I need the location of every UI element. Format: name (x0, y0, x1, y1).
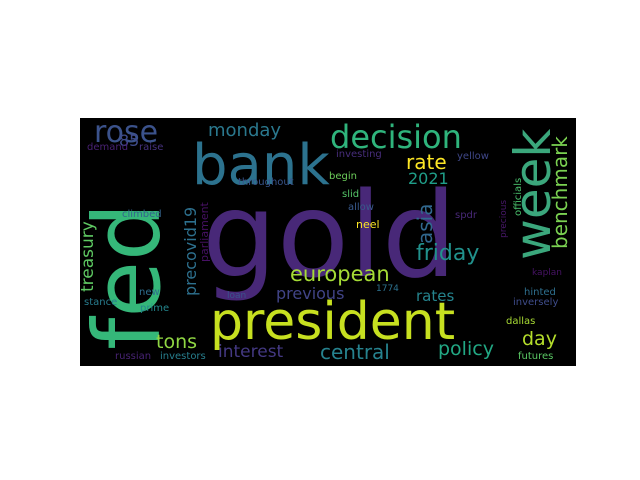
word-prime: prime (140, 303, 170, 314)
word-begin: begin (329, 171, 357, 182)
word-allow: allow (348, 202, 374, 213)
word-loan: loan (227, 291, 247, 301)
word-investing: investing (336, 149, 382, 160)
word-dallas: dallas (506, 316, 536, 327)
word-bank: bank (192, 133, 330, 198)
word-yellow: yellow (457, 151, 489, 162)
word-2021: 2021 (408, 169, 449, 188)
word-gold: gold (202, 166, 457, 304)
word-raise: raise (139, 142, 164, 153)
word-benchmark: benchmark (548, 136, 572, 249)
word-rate: rate (406, 150, 447, 174)
word-throughout: throughout (238, 177, 294, 188)
word-cloud: fed gold president bank week decision rose benc… (80, 118, 576, 366)
word-european: european (290, 262, 390, 286)
word-investors: investors (160, 351, 206, 362)
word-day: day (522, 328, 557, 350)
word-parliament: parliament (198, 202, 211, 262)
word-demand: demand (87, 142, 129, 153)
word-climbed: climbed (122, 209, 162, 220)
word-friday: friday (416, 241, 480, 266)
word-futures: futures (518, 351, 554, 362)
word-interest: interest (218, 342, 284, 362)
word-tons: tons (156, 331, 198, 353)
word-central: central (320, 340, 390, 364)
word-officials: officials (513, 177, 524, 216)
word-1774: 1774 (376, 284, 399, 294)
word-inversely: inversely (513, 297, 559, 308)
word-rose: rose (94, 118, 159, 150)
word-hinted: hinted (524, 287, 556, 298)
word-asia: asia (413, 203, 437, 245)
word-policy: policy (438, 338, 494, 360)
word-decision: decision (330, 118, 462, 156)
word-new: new (139, 287, 160, 298)
word-treasury: treasury (80, 221, 98, 292)
word-85: 85 (119, 131, 140, 150)
word-kaplan: kaplan (532, 268, 563, 278)
word-precovid19: precovid19 (181, 206, 200, 296)
word-precious: precious (499, 199, 509, 238)
word-stance: stance (84, 297, 118, 308)
word-neel: neel (356, 218, 380, 231)
word-previous: previous (276, 284, 345, 303)
word-russian: russian (115, 351, 152, 362)
word-slid: slid (342, 189, 360, 200)
word-president: president (210, 292, 456, 352)
word-monday: monday (208, 120, 282, 141)
word-rates: rates (416, 287, 455, 305)
word-spdr: spdr (455, 210, 478, 221)
